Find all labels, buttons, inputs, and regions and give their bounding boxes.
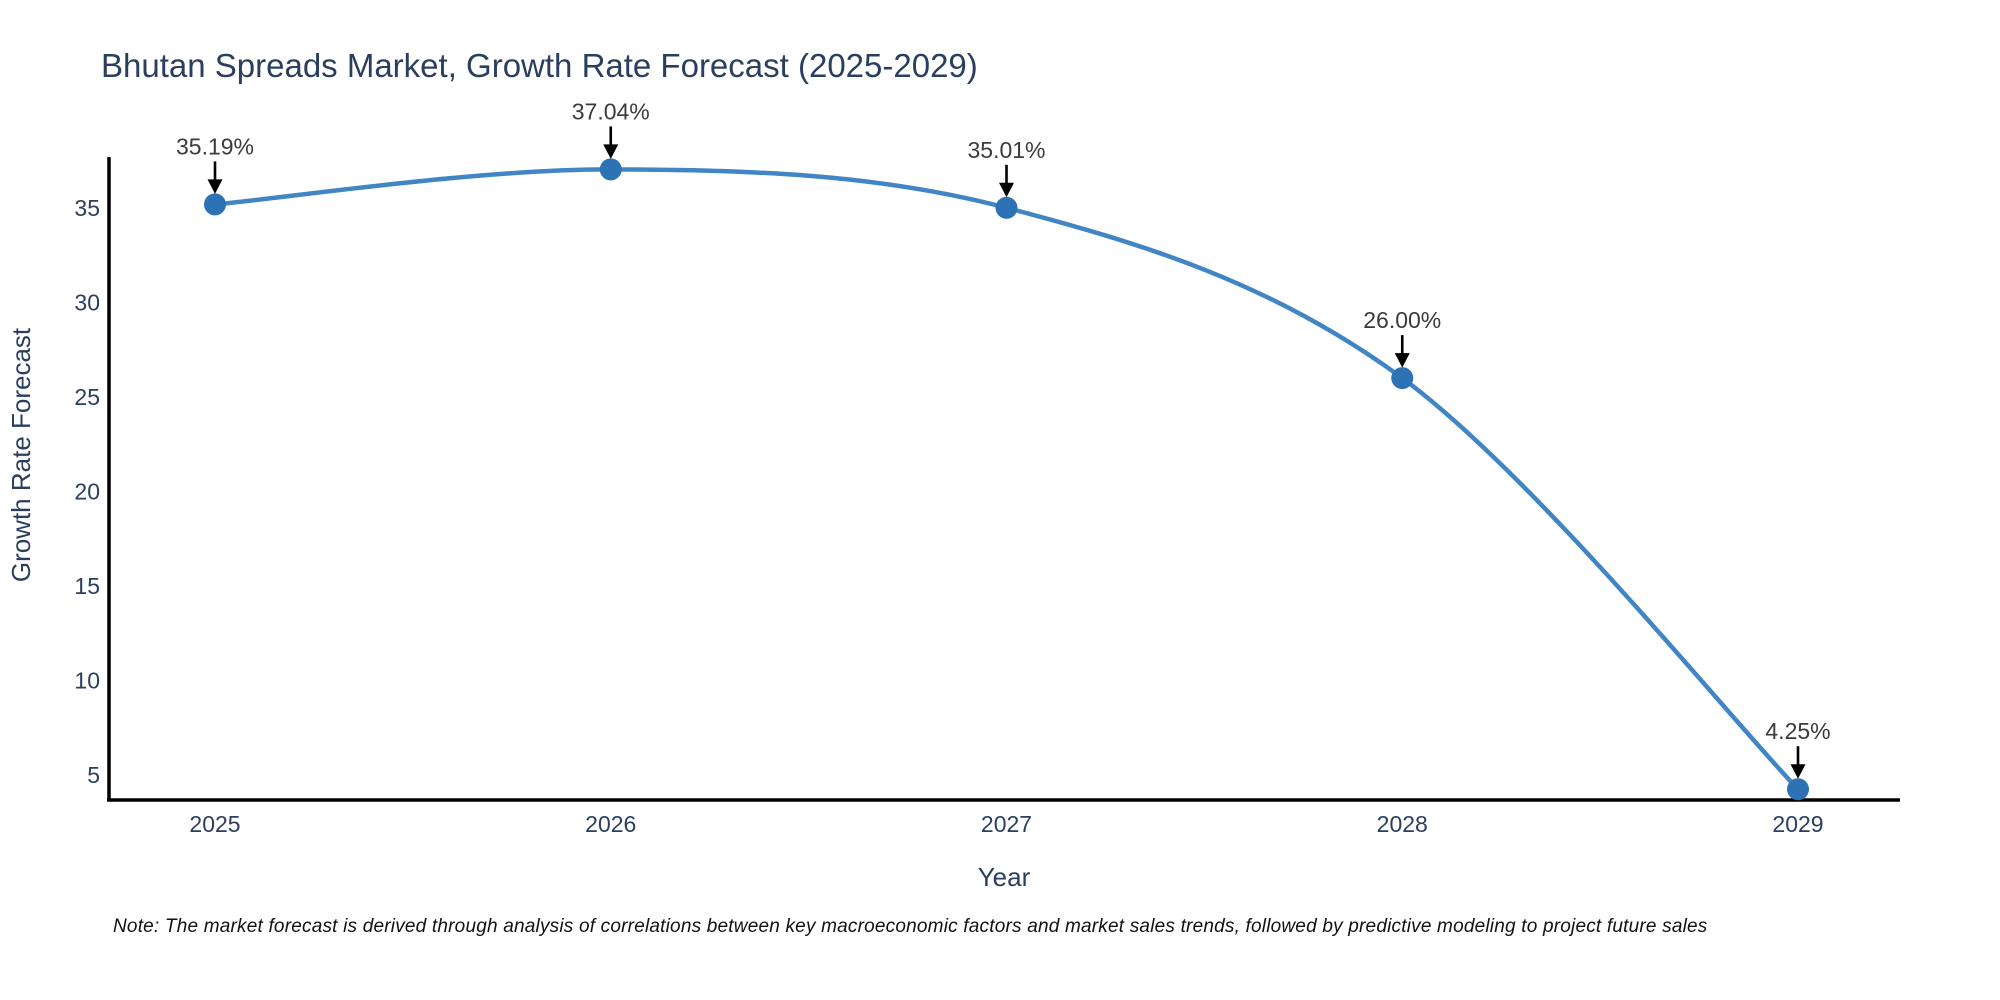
- point-annotation-label: 37.04%: [572, 98, 650, 124]
- annotation-arrowhead: [1790, 764, 1806, 779]
- y-tick-label: 30: [74, 290, 100, 316]
- annotation-arrowhead: [603, 144, 619, 159]
- x-tick-label: 2025: [189, 811, 240, 837]
- x-tick-label: 2028: [1377, 811, 1428, 837]
- trend-line: [212, 167, 1801, 792]
- y-tick-label: 25: [74, 384, 100, 410]
- annotation-arrowhead: [207, 179, 223, 194]
- point-annotation-label: 35.19%: [176, 133, 254, 159]
- point-annotation-label: 4.25%: [1765, 718, 1830, 744]
- y-tick-label: 20: [74, 479, 100, 505]
- x-axis-title: Year: [978, 862, 1031, 892]
- chart-title: Bhutan Spreads Market, Growth Rate Forec…: [101, 47, 978, 84]
- annotation-arrowhead: [999, 182, 1014, 198]
- point-annotation-label: 35.01%: [967, 137, 1045, 163]
- series-layer: [204, 158, 1809, 801]
- x-tick-label: 2026: [585, 811, 636, 837]
- data-point-marker: [1391, 367, 1414, 390]
- x-tick-label: 2027: [981, 811, 1032, 837]
- y-tick-label: 35: [74, 195, 100, 221]
- y-tick-label: 10: [74, 668, 100, 694]
- note-text: Note: The market forecast is derived thr…: [113, 916, 1708, 937]
- x-tick-label: 2029: [1772, 811, 1823, 837]
- y-tick-label: 15: [74, 573, 100, 599]
- annotation-arrowhead: [1394, 353, 1410, 368]
- annotations-layer: 35.19% 37.04% 35.01% 26.00% 4.25%: [176, 98, 1831, 779]
- data-point-marker: [599, 158, 622, 181]
- y-axis-title: Growth Rate Forecast: [6, 327, 36, 582]
- data-point-marker: [204, 193, 226, 216]
- y-tick-label: 5: [87, 762, 100, 788]
- data-point-marker: [995, 196, 1018, 219]
- point-annotation-label: 26.00%: [1363, 307, 1441, 333]
- data-point-marker: [1787, 778, 1809, 801]
